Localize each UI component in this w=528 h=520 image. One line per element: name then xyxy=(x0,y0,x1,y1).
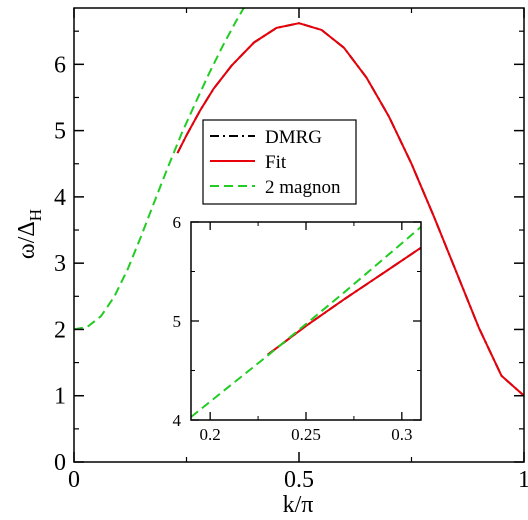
inset-x-tick-label: 0.2 xyxy=(200,425,221,444)
y-tick-label: 6 xyxy=(54,52,66,78)
inset-y-tick-label: 4 xyxy=(173,411,182,430)
legend-entry-2-magnon: 2 magnon xyxy=(265,177,341,198)
legend-entry-dmrg: DMRG xyxy=(265,127,322,148)
inset-series-line-2-magnon xyxy=(191,226,421,418)
inset-axes-group: 0.2 0.25 0.3 4 5 6 xyxy=(173,213,422,444)
y-tick-label: 5 xyxy=(54,119,66,145)
y-axis-label-main: ω/Δ xyxy=(14,221,40,259)
inset-x-tick-label: 0.25 xyxy=(291,425,321,444)
y-tick-label: 2 xyxy=(54,317,66,343)
series-line-fit xyxy=(176,22,524,397)
y-tick-label: 3 xyxy=(54,251,66,277)
series-line-2-magnon xyxy=(74,8,245,331)
y-tick-label: 0 xyxy=(54,450,66,476)
main-series-group xyxy=(74,8,524,397)
x-tick-label: 1 xyxy=(518,467,528,493)
y-axis-label-subscript: H xyxy=(26,209,45,221)
legend-entry-fit: Fit xyxy=(265,152,287,173)
axes-group: 0 0.5 1 0 1 2 3 4 5 6 xyxy=(54,7,528,493)
legend: DMRG Fit 2 magnon xyxy=(202,119,357,205)
inset-y-tick-label: 6 xyxy=(173,213,182,232)
y-tick-label: 4 xyxy=(54,185,66,211)
x-tick-label: 0 xyxy=(68,467,80,493)
inset-series-group xyxy=(191,226,421,418)
inset-y-tick-label: 5 xyxy=(173,312,182,331)
inset-x-tick-label: 0.3 xyxy=(391,425,412,444)
y-axis-label: ω/ΔH xyxy=(14,209,45,259)
y-tick-label: 1 xyxy=(54,384,66,410)
x-tick-label: 0.5 xyxy=(284,467,314,493)
x-axis-label: k/π xyxy=(283,492,314,518)
